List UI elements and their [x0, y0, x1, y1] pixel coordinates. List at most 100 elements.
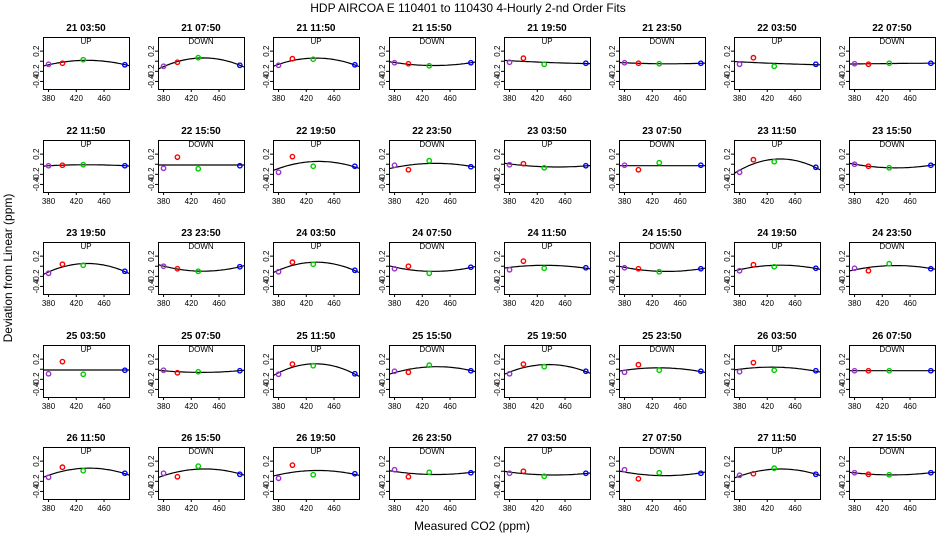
- figure-title: HDP AIRCOA E 110401 to 110430 4-Hourly 2…: [310, 1, 626, 15]
- panel-title: 21 19:50: [527, 23, 567, 34]
- x-tick-label: 460: [788, 299, 802, 308]
- y-tick-label: -0.2: [723, 372, 732, 386]
- x-tick-label: 380: [42, 299, 56, 308]
- x-tick-label: 460: [558, 504, 572, 513]
- y-tick-label: -0.2: [32, 167, 41, 181]
- panel-title: 25 03:50: [66, 331, 106, 342]
- y-tick-label: -0.4: [32, 484, 41, 498]
- data-point: [426, 62, 433, 69]
- x-tick-label: 460: [673, 402, 687, 411]
- panel-frame: [504, 37, 591, 90]
- panel-frame: [389, 140, 476, 193]
- data-point: [621, 466, 628, 473]
- x-tick-label: 420: [531, 94, 545, 103]
- panel-frame: [273, 140, 360, 193]
- data-point: [506, 470, 513, 477]
- fit-curve: [42, 467, 130, 478]
- data-point: [467, 367, 474, 374]
- x-tick-label: 460: [903, 504, 917, 513]
- data-point: [289, 361, 296, 368]
- data-point: [160, 367, 167, 374]
- y-tick-label: -0.4: [262, 74, 271, 88]
- panel-title: 23 07:50: [642, 126, 682, 137]
- data-point: [59, 162, 66, 169]
- data-point: [275, 268, 282, 275]
- x-tick-label: 420: [761, 197, 775, 206]
- data-point: [310, 261, 317, 268]
- data-point: [174, 369, 181, 376]
- x-tick-label: 420: [876, 94, 890, 103]
- data-point: [121, 470, 128, 477]
- panel-mode-label: UP: [80, 345, 91, 354]
- y-tick-label: 0.2: [262, 353, 271, 365]
- data-point: [736, 368, 743, 375]
- x-tick-label: 380: [42, 402, 56, 411]
- x-tick-label: 460: [97, 402, 111, 411]
- data-point: [851, 161, 858, 168]
- y-tick-label: -0.2: [493, 64, 502, 78]
- y-tick-label: -0.2: [838, 474, 847, 488]
- fit-curve: [503, 363, 591, 375]
- panel-frame: [273, 242, 360, 295]
- data-point: [121, 268, 128, 275]
- x-tick-label: 420: [300, 504, 314, 513]
- panel-frame: [504, 140, 591, 193]
- panel-mode-label: UP: [80, 140, 91, 149]
- panel-title: 23 23:50: [181, 228, 221, 239]
- x-tick-label: 420: [761, 504, 775, 513]
- data-point: [59, 60, 66, 67]
- x-tick-label: 380: [42, 94, 56, 103]
- x-tick-label: 380: [733, 402, 747, 411]
- data-point: [541, 164, 548, 171]
- data-point: [851, 367, 858, 374]
- data-point: [635, 265, 642, 272]
- panel-mode-label: UP: [771, 242, 782, 251]
- panel-title: 25 11:50: [297, 331, 336, 342]
- y-tick-label: -0.2: [608, 474, 617, 488]
- panel-frame: [158, 345, 245, 398]
- y-tick-label: 0.2: [378, 455, 387, 467]
- y-tick-label: -0.2: [262, 372, 271, 386]
- y-tick-label: -0.4: [262, 484, 271, 498]
- y-tick-label: -0.4: [723, 74, 732, 88]
- x-tick-label: 380: [733, 504, 747, 513]
- panel-frame: [619, 242, 706, 295]
- panel-title: 23 11:50: [758, 126, 797, 137]
- x-tick-label: 380: [618, 94, 632, 103]
- y-tick-label: 0.2: [262, 250, 271, 262]
- fit-curve: [503, 59, 590, 65]
- data-point: [121, 61, 128, 68]
- y-tick-label: -0.4: [262, 382, 271, 396]
- data-point: [736, 61, 743, 68]
- y-tick-label: -0.2: [608, 269, 617, 283]
- fit-curve: [388, 265, 476, 272]
- x-tick-label: 420: [70, 504, 84, 513]
- panel-mode-label: DOWN: [188, 242, 214, 251]
- y-tick-label: -0.2: [147, 269, 156, 283]
- fit-curve: [157, 264, 245, 272]
- x-tick-label: 380: [157, 504, 171, 513]
- x-tick-label: 460: [903, 94, 917, 103]
- panel-mode-label: DOWN: [188, 447, 214, 456]
- x-tick-label: 420: [300, 94, 314, 103]
- x-tick-label: 460: [327, 299, 341, 308]
- data-point: [391, 265, 398, 272]
- panel-frame: [504, 345, 591, 398]
- y-tick-label: -0.4: [32, 279, 41, 293]
- y-tick-label: 0.2: [32, 455, 41, 467]
- y-tick-label: -0.2: [838, 269, 847, 283]
- y-tick-label: 0.2: [608, 353, 617, 365]
- y-tick-label: 0.2: [838, 45, 847, 57]
- x-tick-label: 420: [531, 197, 545, 206]
- x-tick-label: 380: [42, 197, 56, 206]
- panel-mode-label: UP: [771, 447, 782, 456]
- data-point: [405, 166, 412, 173]
